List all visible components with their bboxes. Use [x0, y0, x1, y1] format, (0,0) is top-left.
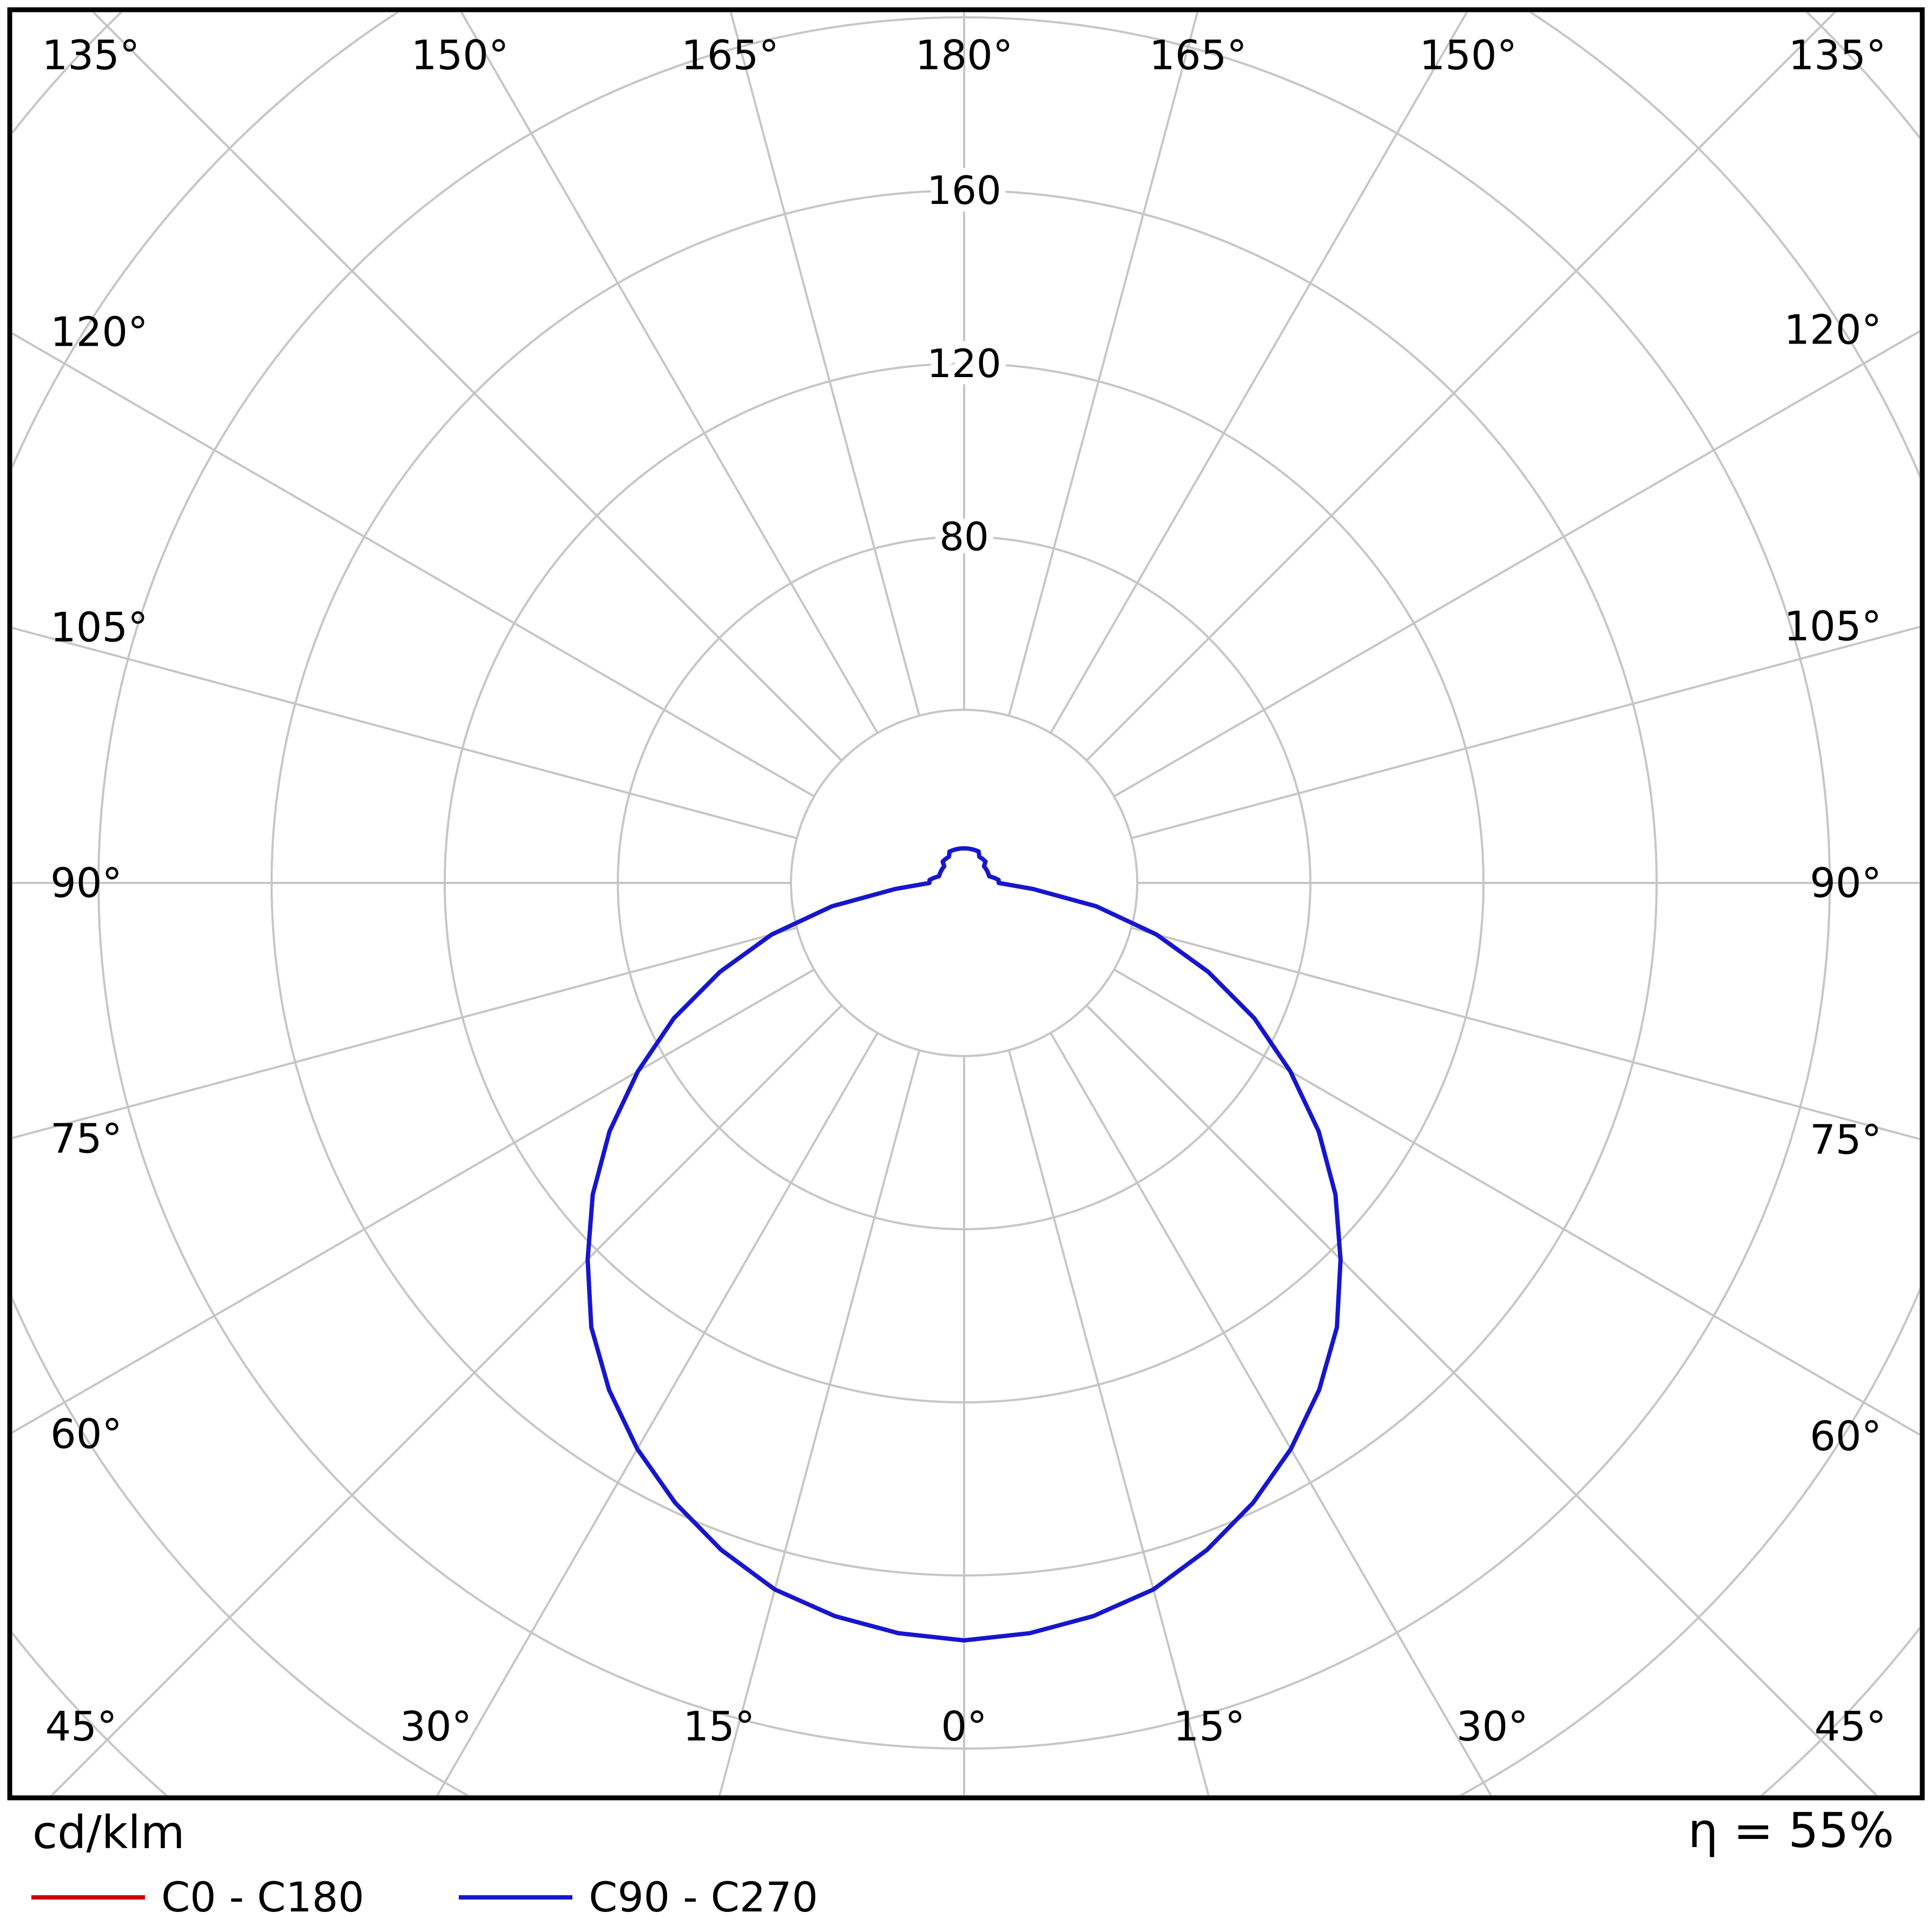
angle-label: 180° [915, 31, 1013, 79]
angle-label: 60° [50, 1410, 122, 1458]
ring-value-label: 160 [927, 168, 1001, 213]
ring-value-label: 80 [939, 514, 989, 559]
angle-label: 0° [941, 1703, 987, 1750]
plot-border [7, 7, 1925, 1801]
angle-label: 135° [42, 31, 140, 79]
radial-grid-line [1085, 12, 1836, 762]
angle-label: 60° [1810, 1412, 1882, 1460]
angle-label: 45° [1815, 1703, 1887, 1750]
angle-label: 165° [1149, 31, 1247, 79]
angle-label: 90° [1810, 859, 1882, 907]
ring-value-label: 120 [927, 341, 1001, 386]
angle-label: 105° [1784, 602, 1882, 650]
angle-label: 45° [45, 1703, 117, 1750]
angle-label: 120° [50, 308, 148, 356]
radial-grid-line [1007, 12, 1199, 716]
legend-item-c0-c180: C0 - C180 [31, 1873, 364, 1921]
radial-grid-line [1131, 926, 1920, 1140]
angle-label: 105° [50, 603, 148, 651]
angle-label: 15° [1173, 1703, 1245, 1750]
radial-grid-line [729, 12, 921, 716]
angle-label: 120° [1784, 306, 1882, 354]
radial-grid-line [50, 1004, 843, 1795]
radial-grid-line [92, 12, 843, 762]
legend-item-c90-c270: C90 - C270 [459, 1873, 818, 1921]
radial-grid-line [12, 926, 797, 1139]
angle-label: 75° [1810, 1116, 1882, 1164]
angle-label: 165° [681, 31, 779, 79]
radial-grid-line [1085, 1004, 1878, 1795]
radial-grid-line [1131, 625, 1920, 840]
angle-label: 135° [1789, 31, 1887, 79]
series-curve-c90-c270 [585, 846, 1343, 1643]
angle-label: 30° [1456, 1703, 1528, 1750]
angle-label: 75° [50, 1115, 122, 1163]
radial-unit-label: cd/klm [32, 1806, 185, 1859]
legend-label-c90-c270: C90 - C270 [589, 1873, 818, 1921]
radial-grid-line [460, 12, 879, 734]
grid-circle [790, 709, 1138, 1057]
chart-legend: C0 - C180 C90 - C270 [31, 1873, 818, 1921]
angle-label: 150° [411, 31, 509, 79]
angle-label: 150° [1420, 31, 1518, 79]
radial-grid-line [436, 1032, 879, 1795]
legend-label-c0-c180: C0 - C180 [161, 1873, 365, 1921]
radial-grid-line [1113, 968, 1920, 1436]
radial-grid-line [1007, 1050, 1210, 1795]
radial-grid-line [12, 332, 815, 797]
radial-grid-line [12, 627, 797, 840]
angle-label: 90° [50, 859, 122, 907]
efficiency-label: η = 55% [1687, 1803, 1894, 1858]
radial-grid-line [718, 1050, 921, 1795]
angle-label: 30° [400, 1703, 472, 1750]
radial-grid-line [12, 968, 815, 1434]
radial-grid-line [1050, 1032, 1492, 1795]
red-line-swatch [31, 1895, 145, 1900]
blue-line-swatch [459, 1895, 573, 1900]
radial-grid-line [1113, 330, 1920, 797]
radial-grid-line [1050, 12, 1468, 734]
angle-label: 15° [683, 1703, 755, 1750]
